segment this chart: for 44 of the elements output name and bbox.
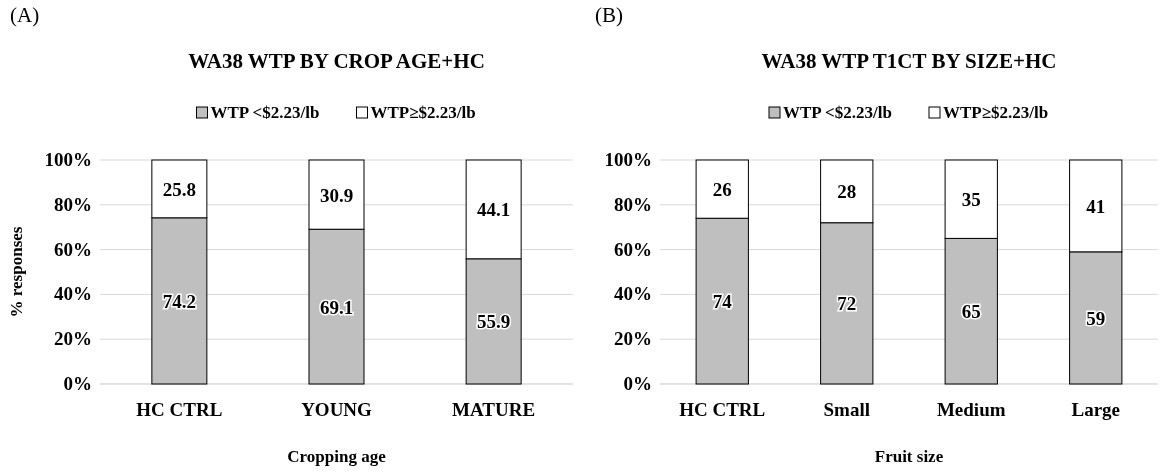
text: (A) [10, 3, 40, 27]
data-label: 74.2 [162, 290, 196, 312]
x-tick-label: YOUNG [301, 399, 373, 420]
data-label: 26 [712, 179, 732, 201]
data-label: 55.9 [477, 311, 511, 333]
y-tick-label: 40% [614, 283, 652, 305]
legend-label: WTP≥$2.23/lb [370, 103, 476, 122]
y-tick-label: 40% [54, 283, 92, 305]
x-tick-label: HC CTRL [136, 399, 223, 420]
data-label: 35 [961, 189, 981, 211]
data-label: 69.1 [319, 296, 354, 318]
y-tick-label: 100% [44, 149, 92, 170]
x-tick-label: Small [823, 399, 870, 420]
y-axis-title: % responses [7, 226, 26, 318]
data-label: 74 [712, 291, 733, 313]
x-tick-label: MATURE [452, 399, 536, 420]
data-label: 72 [837, 293, 857, 315]
legend-label: WTP≥$2.23/lb [943, 103, 1049, 122]
y-tick-label: 0% [63, 373, 92, 394]
y-tick-label: 100% [604, 149, 652, 170]
x-tick-label: Medium [936, 399, 1006, 420]
data-label: 28 [837, 181, 857, 203]
data-label: 41 [1086, 195, 1106, 217]
legend-label: WTP <$2.23/lb [210, 103, 320, 122]
y-tick-label: 80% [614, 193, 652, 215]
y-tick-label: 20% [614, 328, 652, 350]
chart-title: WA38 WTP T1CT BY SIZE+HC [761, 49, 1057, 73]
x-axis-title: Fruit size [874, 447, 944, 466]
y-tick-label: 60% [54, 238, 92, 260]
data-label: 30.9 [319, 184, 354, 206]
text: (B) [595, 3, 623, 27]
data-label: 65 [961, 301, 981, 323]
data-label: 44.1 [477, 199, 511, 221]
x-axis-title: Cropping age [287, 447, 387, 466]
x-tick-label: Large [1071, 399, 1121, 420]
y-tick-label: 20% [54, 328, 92, 350]
data-label: 25.8 [162, 178, 196, 200]
y-tick-label: 80% [54, 193, 92, 215]
y-tick-label: 60% [614, 238, 652, 260]
data-label: 59 [1086, 307, 1106, 329]
y-tick-label: 0% [623, 373, 652, 394]
chart-title: WA38 WTP BY CROP AGE+HC [188, 49, 485, 73]
legend-label: WTP <$2.23/lb [783, 103, 892, 122]
x-tick-label: HC CTRL [679, 399, 766, 420]
